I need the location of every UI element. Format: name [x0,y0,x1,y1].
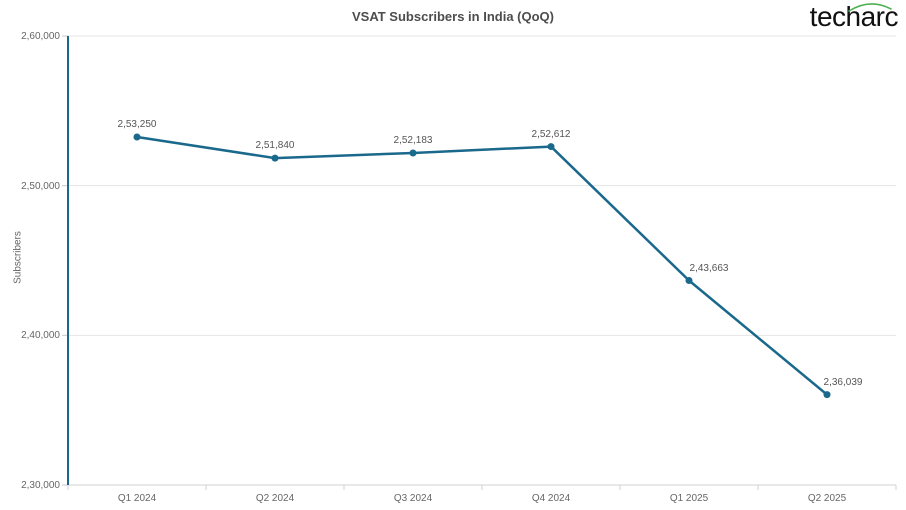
data-point-q2-2025[interactable] [823,391,831,399]
chart-title: VSAT Subscribers in India (QoQ) [351,9,554,24]
series-line [135,135,829,396]
data-point-q1-2025[interactable] [685,277,693,285]
data-point-q1-2024[interactable] [133,133,141,141]
data-point-q3-2024[interactable] [409,149,417,157]
data-point-q2-2024[interactable] [271,154,279,162]
data-point-q4-2024[interactable] [547,143,555,151]
